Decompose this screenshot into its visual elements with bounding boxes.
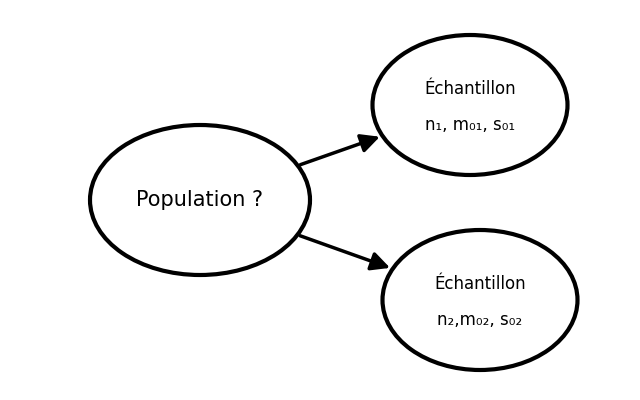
Text: Échantillon: Échantillon — [434, 275, 526, 293]
Text: Population ?: Population ? — [136, 190, 264, 210]
Text: n₂,m₀₂, s₀₂: n₂,m₀₂, s₀₂ — [437, 311, 523, 329]
Text: n₁, m₀₁, s₀₁: n₁, m₀₁, s₀₁ — [425, 116, 515, 134]
Text: Échantillon: Échantillon — [424, 80, 516, 98]
